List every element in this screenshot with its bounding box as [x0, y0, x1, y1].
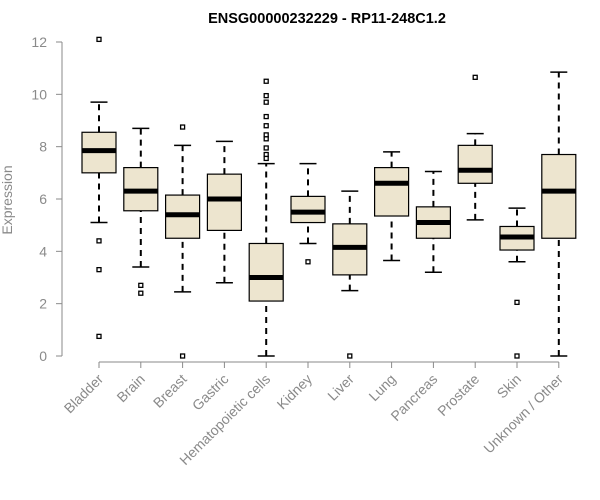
- y-tick-label: 8: [39, 139, 47, 155]
- box-pancreas: [415, 170, 451, 274]
- box-bladder: [81, 36, 117, 340]
- y-tick-label: 10: [31, 86, 47, 102]
- iqr-box: [290, 195, 326, 224]
- x-tick-label: Unknown / Other: [480, 371, 566, 457]
- outlier-point: [514, 299, 520, 306]
- x-tick-label: Bladder: [61, 371, 107, 417]
- iqr-box: [374, 167, 410, 217]
- y-tick-label: 6: [39, 191, 47, 207]
- box-skin: [499, 207, 535, 359]
- outlier-point: [263, 145, 269, 151]
- x-tick-label: Liver: [324, 371, 357, 404]
- iqr-box: [248, 242, 284, 302]
- chart-title: ENSG00000232229 - RP11-248C1.2: [208, 11, 446, 27]
- outlier-point: [263, 113, 269, 120]
- box-brain: [123, 127, 159, 296]
- outlier-point: [179, 353, 186, 359]
- outlier-point: [263, 123, 269, 129]
- y-tick-label: 12: [31, 34, 47, 50]
- outlier-point: [138, 290, 144, 296]
- outlier-point: [96, 333, 102, 340]
- box-liver: [332, 190, 368, 359]
- outlier-point: [263, 92, 269, 99]
- outlier-point: [263, 78, 269, 84]
- x-tick-label: Breast: [150, 371, 190, 411]
- box-unknown-other: [541, 71, 577, 357]
- outlier-point: [96, 266, 102, 273]
- y-tick-label: 0: [39, 348, 47, 364]
- x-tick-label: Brain: [113, 371, 147, 405]
- iqr-box: [457, 144, 493, 184]
- outlier-point: [96, 238, 102, 244]
- x-tick-label: Prostate: [434, 371, 482, 419]
- box-breast: [165, 124, 201, 359]
- outlier-point: [179, 124, 186, 130]
- iqr-box: [206, 173, 242, 231]
- box-kidney: [290, 162, 326, 265]
- outlier-point: [263, 136, 269, 142]
- y-tick-label: 4: [39, 243, 47, 259]
- x-tick-label: Kidney: [274, 371, 316, 413]
- outlier-point: [305, 259, 311, 265]
- outlier-point: [96, 36, 102, 43]
- y-axis: 0 2 4 6 8 10 12: [31, 34, 63, 364]
- y-axis-label: Expression: [0, 165, 15, 234]
- outlier-point: [347, 353, 353, 359]
- x-tick-label: Lung: [365, 371, 398, 404]
- outlier-point: [263, 155, 269, 162]
- outlier-point: [472, 74, 478, 80]
- y-tick-label: 2: [39, 296, 47, 312]
- x-tick-label: Skin: [494, 371, 525, 402]
- box-gastric: [206, 140, 242, 284]
- iqr-box: [541, 153, 577, 239]
- outlier-point: [514, 353, 520, 359]
- box-prostate: [457, 74, 493, 221]
- box-hematopoietic-cells: [248, 78, 284, 357]
- outlier-point: [263, 99, 269, 105]
- box-series: [81, 36, 577, 359]
- box-lung: [374, 151, 410, 262]
- outlier-point: [138, 282, 144, 289]
